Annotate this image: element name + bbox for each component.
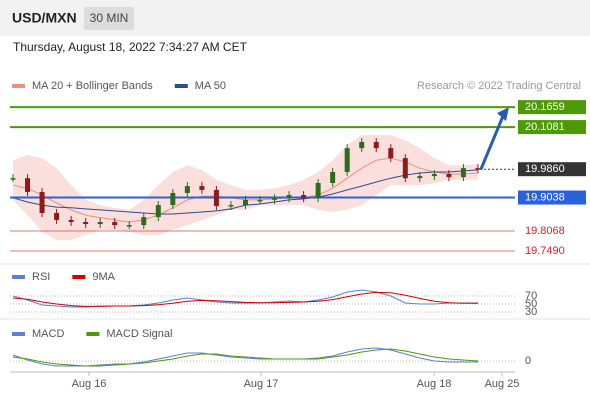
legend-label: 9MA (92, 271, 115, 283)
candle-body (286, 195, 292, 199)
level-label-box (518, 100, 586, 115)
candle-body (373, 141, 379, 149)
candle-body (155, 205, 161, 218)
candle-body (301, 195, 307, 199)
legend-swatch (12, 275, 25, 279)
level-label-box (518, 162, 586, 177)
candle-body (68, 219, 74, 222)
level-label: 20.1659 (525, 101, 565, 113)
credit: Research © 2022 Trading Central (417, 80, 581, 92)
candle-body (402, 158, 408, 179)
candle-body (112, 221, 118, 226)
forecast-arrowhead (497, 107, 509, 122)
legend-label: MA 20 + Bollinger Bands (32, 80, 153, 92)
candle-body (417, 176, 423, 179)
y-tick-label: 70 (525, 290, 537, 302)
level-label-box (518, 190, 586, 205)
candle-body (257, 199, 263, 202)
timeframe: 30 MIN (90, 11, 129, 25)
timeframe-box (84, 7, 134, 30)
candle-body (170, 192, 176, 206)
candle-body (25, 178, 31, 192)
candle-body (213, 189, 219, 207)
indicator-line (12, 291, 478, 307)
candle-body (228, 205, 234, 207)
indicator-line (12, 348, 479, 367)
level-label-box (518, 120, 586, 135)
candle-body (126, 225, 132, 227)
y-tick-label: 30 (525, 306, 537, 318)
candle-body (388, 148, 394, 159)
legend-label: MACD Signal (106, 328, 172, 340)
candle-body (315, 182, 321, 199)
candle-body (344, 148, 350, 172)
candle-body (431, 174, 437, 177)
level-label: 19.9038 (525, 191, 565, 203)
legend-label: MA 50 (195, 80, 226, 92)
candle-body (39, 191, 45, 214)
y-tick-label: 50 (525, 298, 537, 310)
level-label: 19.9860 (525, 163, 565, 175)
candle-body (184, 186, 190, 193)
legend-swatch (12, 84, 25, 88)
candle-body (330, 171, 336, 183)
candle-body (97, 221, 103, 225)
candle-body (475, 168, 481, 170)
candle-body (446, 174, 452, 178)
legend-swatch (72, 275, 86, 279)
y-tick-label: 0 (525, 355, 531, 367)
candle-body (359, 141, 365, 149)
x-tick-label: Aug 16 (72, 378, 107, 390)
symbol: USD/MXN (12, 10, 77, 26)
x-tick-label: Aug 25 (485, 378, 520, 390)
candle-body (460, 168, 466, 178)
level-label: 19.8068 (525, 225, 565, 237)
legend-label: MACD (32, 328, 64, 340)
x-tick-label: Aug 18 (417, 378, 452, 390)
level-label: 20.1081 (525, 121, 565, 133)
legend-swatch (174, 84, 188, 88)
candle-body (199, 186, 205, 190)
x-tick-label: Aug 17 (244, 378, 279, 390)
bollinger-band (13, 135, 478, 240)
candle-body (141, 217, 147, 226)
level-label: 19.7490 (525, 245, 565, 257)
forecast-arrow (479, 115, 505, 170)
candle-body (83, 221, 89, 225)
candle-body (272, 198, 278, 200)
timestamp: Thursday, August 18, 2022 7:34:27 AM CET (13, 40, 248, 54)
candle-body (54, 213, 60, 220)
candle-body (10, 178, 16, 180)
candle-body (242, 199, 248, 206)
legend-swatch (86, 332, 100, 336)
legend-label: RSI (32, 271, 50, 283)
legend-swatch (12, 332, 25, 336)
